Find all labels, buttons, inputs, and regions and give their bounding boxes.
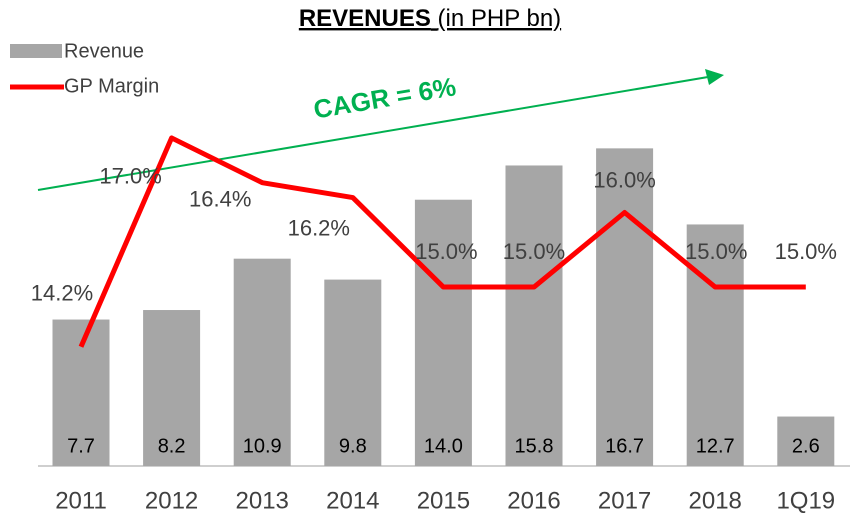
bar [777,416,835,466]
bar-value-label: 10.9 [243,435,282,457]
margin-label: 14.2% [31,281,93,306]
margin-label: 15.0% [775,239,837,264]
bar [505,165,563,467]
bar-value-label: 2.6 [792,435,820,457]
x-tick-label: 2016 [507,487,560,514]
bar [324,279,382,466]
legend-label: Revenue [64,40,144,62]
bar-value-label: 12.7 [696,435,735,457]
bar-value-label: 7.7 [67,435,95,457]
bar [686,224,744,466]
subtitle: (in PHP bn) [438,5,562,32]
cagr-arrowhead [705,69,724,85]
bar-value-label: 8.2 [158,435,186,457]
chart-title: REVENUES (in PHP bn) [299,5,561,32]
margin-label: 17.0% [99,164,161,189]
margin-label: 15.0% [415,239,477,264]
x-tick-label: 2015 [417,487,470,514]
x-tick-label: 2013 [236,487,289,514]
x-tick-label: 2017 [598,487,651,514]
title: REVENUES [299,5,431,32]
bar [143,310,201,466]
cagr-arrow [37,76,709,191]
bar-value-label: 14.0 [424,435,463,457]
bar-value-label: 9.8 [339,435,367,457]
margin-label: 16.2% [288,215,350,240]
margin-label: 16.0% [593,167,655,192]
x-tick-label: 1Q19 [776,487,835,514]
bar-value-label: 15.8 [515,435,554,457]
x-tick-label: 2018 [689,487,742,514]
bar [414,199,472,466]
x-tick-label: 2012 [145,487,198,514]
margin-label: 15.0% [685,239,747,264]
x-tick-label: 2014 [326,487,379,514]
margin-label: 16.4% [189,186,251,211]
x-tick-label: 2011 [55,487,107,514]
legend-label: GP Margin [64,75,159,97]
margin-line [78,135,806,348]
cagr-label: CAGR = 6% [311,71,458,124]
bar [596,148,654,466]
margin-label: 15.0% [503,239,565,264]
bar [233,258,291,466]
legend-swatch [10,44,62,58]
bar-value-label: 16.7 [605,435,644,457]
